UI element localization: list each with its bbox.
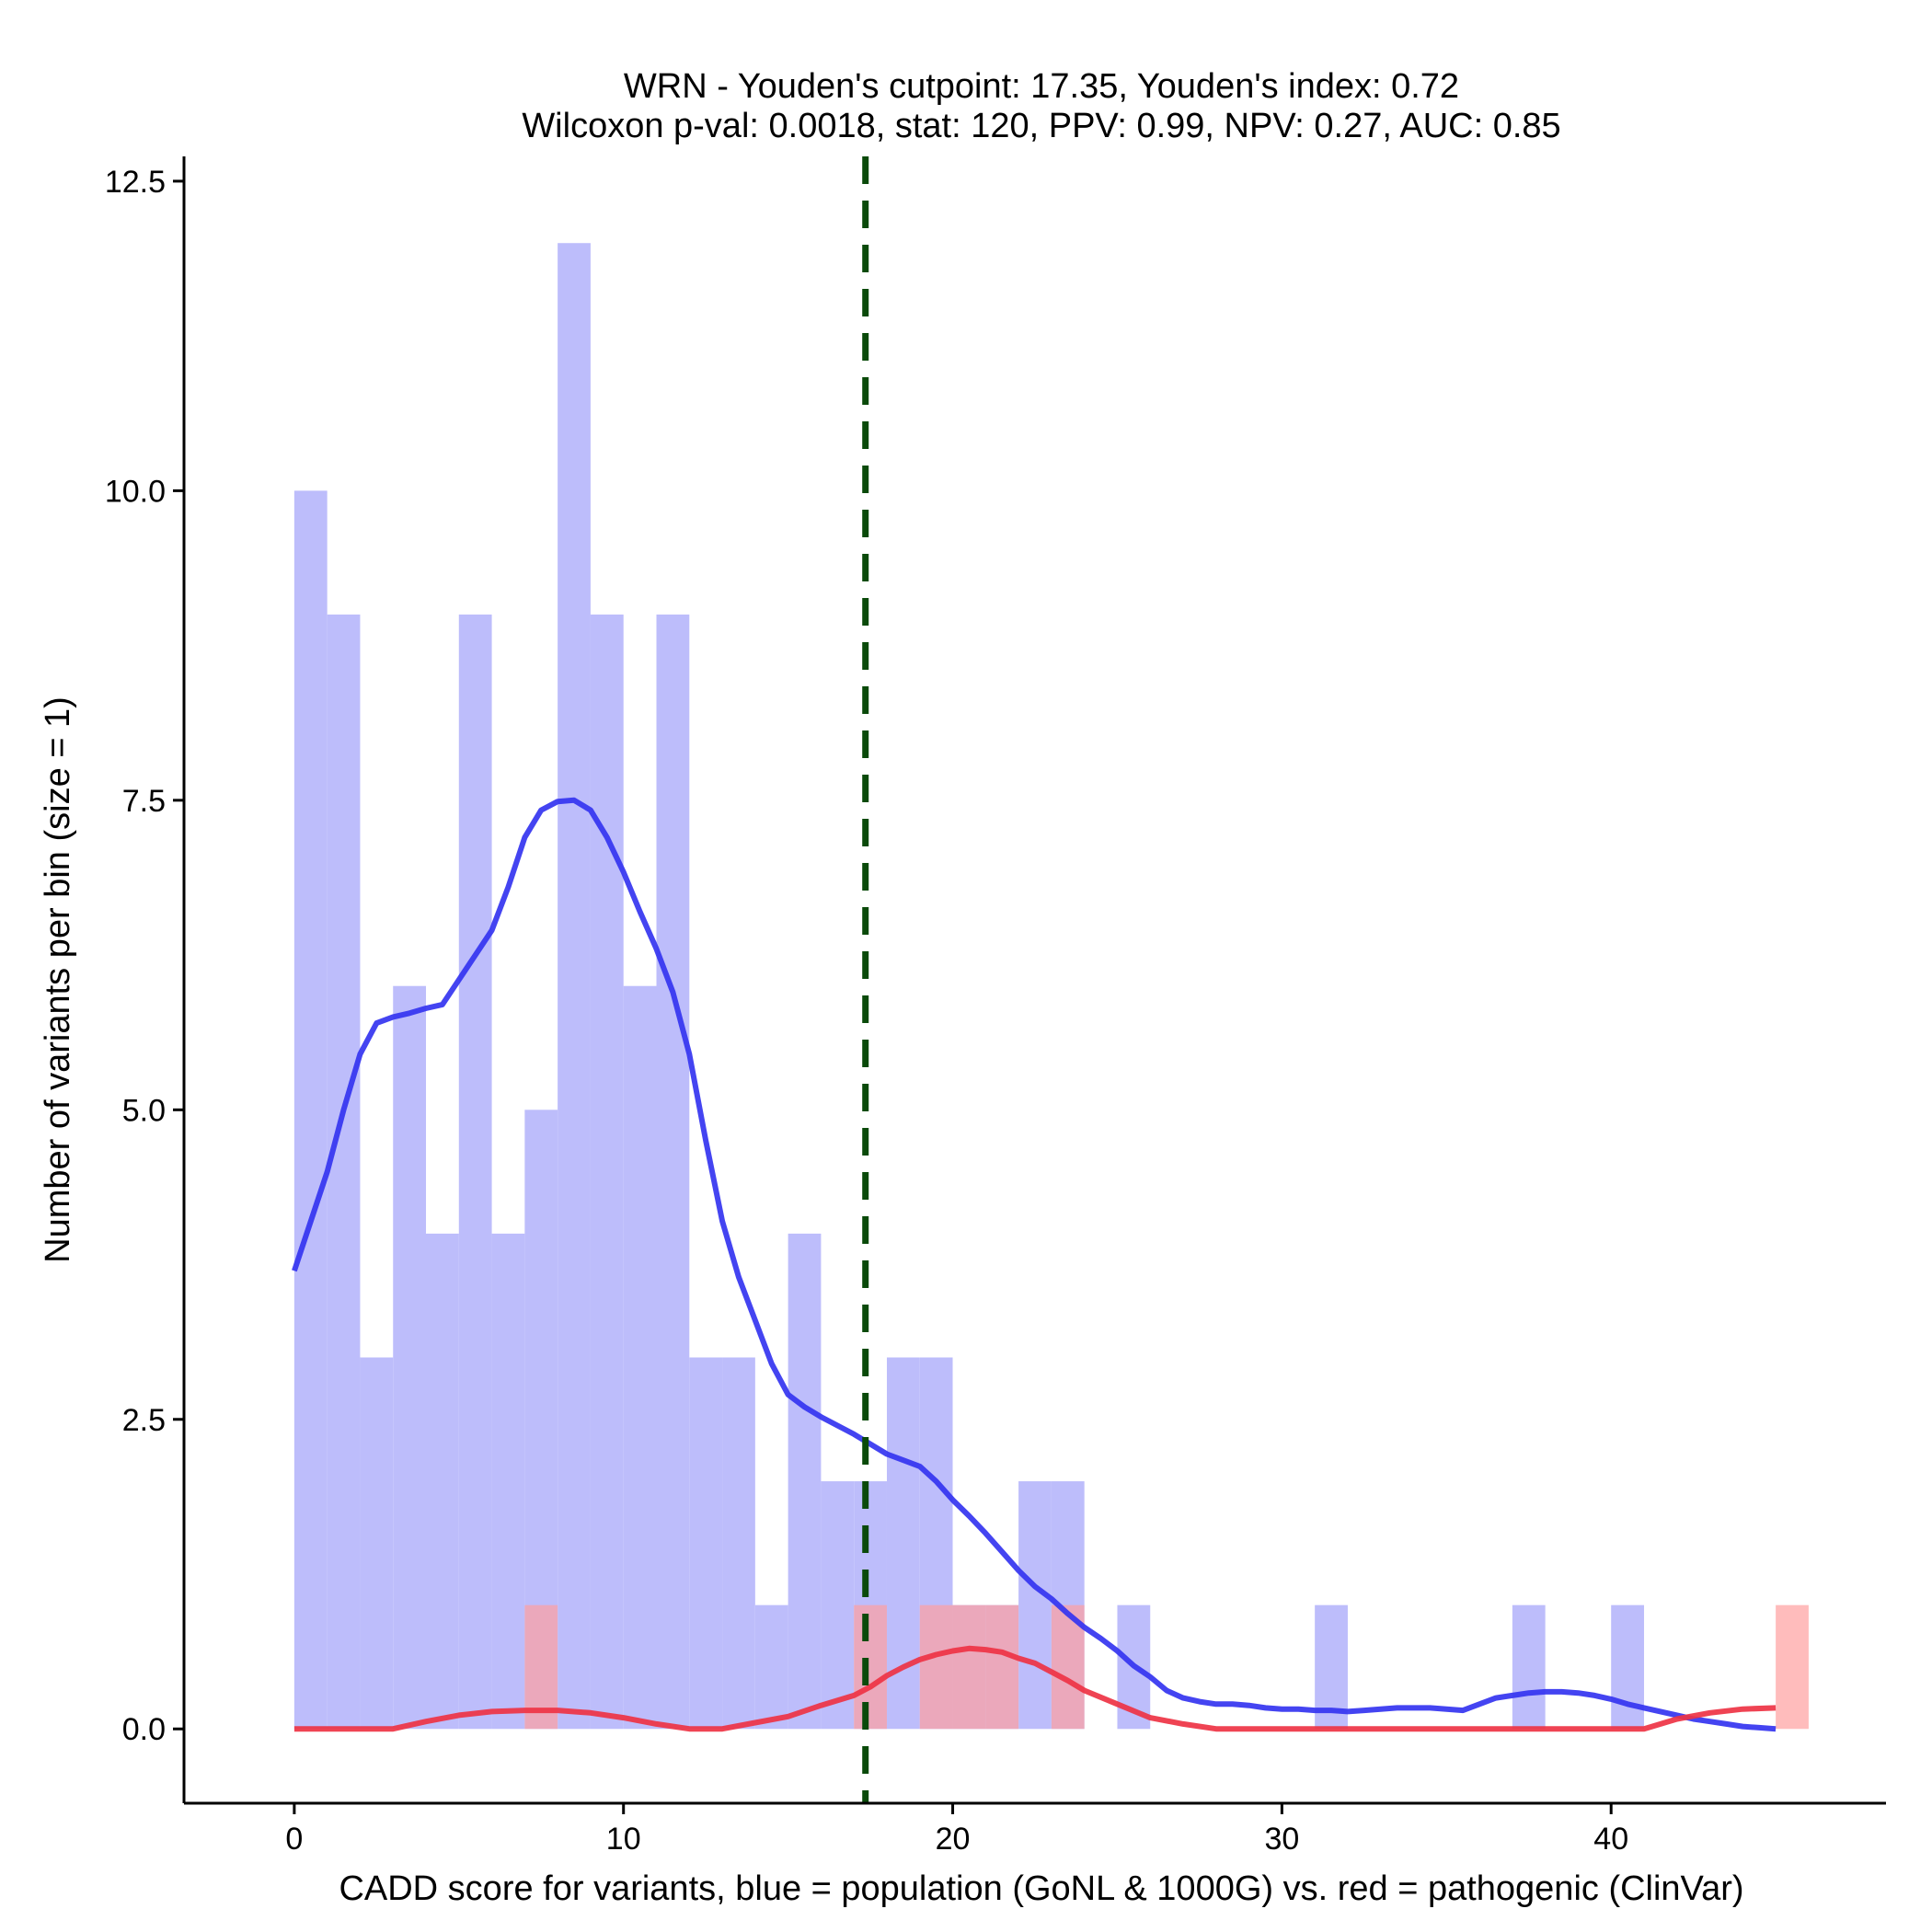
x-tick-label: 30 [1264,1822,1299,1857]
x-tick-label: 40 [1593,1822,1628,1857]
population-bar [458,614,492,1730]
pathogenic-bar [854,1604,887,1730]
population-bar [327,614,361,1730]
chart-title-line-2: Wilcoxon p-val: 0.0018, stat: 120, PPV: … [522,107,1560,145]
y-tick-label: 5.0 [122,1093,166,1128]
population-bar [360,1357,394,1730]
x-tick-label: 0 [285,1822,303,1857]
population-bar [293,490,328,1730]
x-tick-label: 10 [606,1822,641,1857]
population-bar [754,1604,788,1730]
y-tick-label: 2.5 [122,1403,166,1438]
population-bars [293,243,1644,1730]
y-tick-label: 12.5 [105,165,166,200]
population-bar [656,614,690,1730]
population-bar [623,985,657,1730]
chart-title-line-1: WRN - Youden's cutpoint: 17.35, Youden's… [624,67,1459,106]
pathogenic-density-line [293,1645,1777,1732]
population-bar [821,1481,855,1730]
population-bar [426,1233,459,1730]
density-lines [292,797,1777,1732]
population-bar [689,1357,723,1730]
y-ticks: 0.0 2.5 5.0 7.5 10.0 12.5 [105,165,184,1747]
population-bar [722,1357,755,1730]
pathogenic-bar [1776,1604,1809,1730]
pathogenic-bar [952,1604,986,1730]
population-bar [590,614,624,1730]
y-tick-label: 0.0 [122,1712,166,1747]
axes: 0.0 2.5 5.0 7.5 10.0 12.5 0 10 20 30 40 [105,156,1886,1857]
population-bar [1512,1604,1546,1730]
x-tick-label: 20 [936,1822,971,1857]
x-axis-title: CADD score for variants, blue = populati… [339,1869,1743,1908]
population-density-line [292,797,1777,1732]
pathogenic-bar [985,1604,1019,1730]
population-bar [558,243,591,1730]
population-bar [1018,1481,1052,1730]
population-bar [1611,1604,1644,1730]
y-axis-title: Number of variants per bin (size = 1) [39,696,77,1263]
population-bar [491,1233,525,1730]
pathogenic-bar [919,1604,953,1730]
population-bar [788,1233,822,1730]
chart-title: WRN - Youden's cutpoint: 17.35, Youden's… [522,67,1560,145]
y-tick-label: 7.5 [122,784,166,819]
population-bar [393,985,427,1730]
y-tick-label: 10.0 [105,474,166,509]
x-ticks: 0 10 20 30 40 [285,1803,1628,1857]
